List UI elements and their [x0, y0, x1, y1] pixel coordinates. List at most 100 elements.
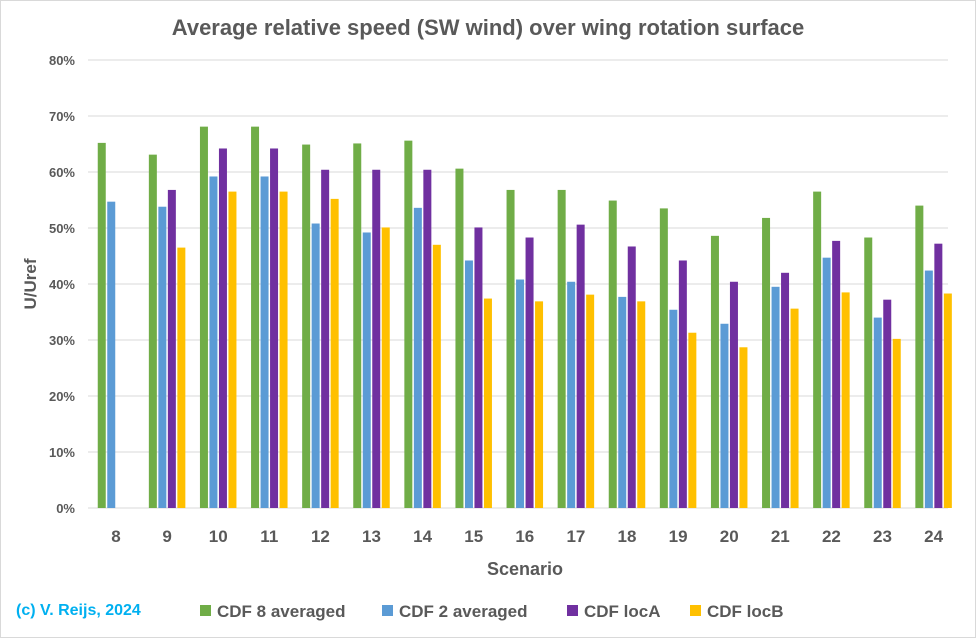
x-tick-label: 20	[720, 527, 739, 546]
bar-20-cdf-loca	[729, 281, 738, 508]
bar-24-cdf-2-averaged	[924, 270, 933, 508]
x-tick-label: 22	[822, 527, 841, 546]
bar-19-cdf-locb	[688, 332, 697, 508]
bar-14-cdf-locb	[432, 244, 441, 509]
x-tick-label: 18	[618, 527, 637, 546]
y-tick-label: 70%	[49, 109, 75, 124]
bar-10-cdf-loca	[218, 148, 227, 509]
x-tick-label: 9	[162, 527, 171, 546]
x-tick-label: 12	[311, 527, 330, 546]
bar-12-cdf-loca	[321, 169, 330, 508]
bar-16-cdf-locb	[535, 301, 544, 508]
bar-9-cdf-2-averaged	[158, 206, 167, 508]
bar-16-cdf-loca	[525, 237, 534, 508]
copyright-credit: (c) V. Reijs, 2024	[16, 602, 141, 619]
bar-22-cdf-2-averaged	[822, 257, 831, 508]
bar-22-cdf-locb	[841, 292, 850, 508]
x-tick-label: 24	[924, 527, 943, 546]
legend-swatch	[690, 605, 701, 616]
x-tick-label: 17	[566, 527, 585, 546]
bar-17-cdf-8-averaged	[557, 189, 566, 509]
bar-17-cdf-locb	[586, 294, 595, 508]
bar-20-cdf-8-averaged	[710, 235, 719, 508]
bar-14-cdf-loca	[423, 169, 432, 508]
legend-swatch	[382, 605, 393, 616]
bar-23-cdf-loca	[883, 299, 892, 508]
bar-14-cdf-8-averaged	[404, 140, 413, 508]
y-tick-label: 80%	[49, 53, 75, 68]
x-tick-label: 15	[464, 527, 483, 546]
bar-18-cdf-8-averaged	[608, 200, 617, 508]
bar-22-cdf-loca	[832, 240, 841, 508]
bars	[97, 126, 952, 509]
bar-23-cdf-8-averaged	[864, 237, 873, 508]
x-tick-label: 16	[515, 527, 534, 546]
bar-20-cdf-locb	[739, 347, 748, 508]
y-tick-label: 20%	[49, 389, 75, 404]
y-tick-label: 60%	[49, 165, 75, 180]
bar-15-cdf-8-averaged	[455, 168, 464, 508]
y-axis-label: U/Uref	[21, 258, 40, 309]
bar-8-cdf-8-averaged	[97, 142, 106, 508]
bar-13-cdf-locb	[381, 227, 390, 508]
bar-15-cdf-locb	[483, 298, 492, 508]
bar-18-cdf-2-averaged	[618, 296, 627, 508]
bar-21-cdf-loca	[781, 272, 790, 508]
bar-14-cdf-2-averaged	[413, 207, 422, 508]
bar-16-cdf-2-averaged	[516, 279, 525, 508]
bar-13-cdf-loca	[372, 169, 381, 508]
bar-18-cdf-locb	[637, 301, 646, 508]
legend-label: CDF locA	[584, 602, 661, 621]
bar-11-cdf-8-averaged	[251, 126, 260, 508]
bar-9-cdf-8-averaged	[148, 154, 157, 508]
chart-title: Average relative speed (SW wind) over wi…	[172, 15, 804, 40]
bar-11-cdf-2-averaged	[260, 176, 269, 509]
x-tick-label: 13	[362, 527, 381, 546]
bar-17-cdf-loca	[576, 224, 585, 508]
bar-23-cdf-2-averaged	[873, 317, 882, 508]
x-tick-label: 21	[771, 527, 790, 546]
bar-11-cdf-loca	[270, 148, 279, 509]
bar-18-cdf-loca	[627, 246, 636, 509]
x-tick-label: 11	[260, 527, 278, 546]
bar-24-cdf-loca	[934, 243, 943, 508]
bar-8-cdf-2-averaged	[107, 201, 116, 508]
bar-19-cdf-2-averaged	[669, 309, 678, 508]
bar-10-cdf-8-averaged	[199, 126, 208, 508]
bar-10-cdf-2-averaged	[209, 176, 218, 509]
bar-12-cdf-2-averaged	[311, 223, 320, 508]
y-tick-label: 30%	[49, 333, 75, 348]
x-tick-label: 8	[111, 527, 120, 546]
legend-label: CDF locB	[707, 602, 784, 621]
x-tick-label: 14	[413, 527, 432, 546]
bar-20-cdf-2-averaged	[720, 323, 729, 508]
x-tick-label: 19	[669, 527, 688, 546]
bar-15-cdf-loca	[474, 227, 483, 508]
legend: CDF 8 averaged CDF 2 averaged CDF locA CDF …	[200, 602, 784, 621]
x-ticks: 8 9 10 11 12 13 14 15 16 17 18 19 20 21 22 23 24	[111, 527, 943, 546]
legend-swatch	[567, 605, 578, 616]
x-axis-label: Scenario	[487, 559, 563, 579]
bar-16-cdf-8-averaged	[506, 189, 515, 509]
bar-17-cdf-2-averaged	[567, 281, 576, 508]
bar-24-cdf-8-averaged	[915, 205, 924, 508]
bar-12-cdf-8-averaged	[302, 144, 311, 508]
bar-12-cdf-locb	[330, 198, 339, 508]
legend-label: CDF 8 averaged	[217, 602, 346, 621]
bar-9-cdf-locb	[177, 247, 186, 508]
bar-9-cdf-loca	[167, 189, 176, 509]
legend-swatch	[200, 605, 211, 616]
bar-24-cdf-locb	[943, 293, 952, 508]
x-tick-label: 10	[209, 527, 228, 546]
bar-21-cdf-2-averaged	[771, 286, 780, 508]
bar-21-cdf-locb	[790, 308, 799, 508]
bar-13-cdf-2-averaged	[362, 232, 371, 509]
y-tick-label: 10%	[49, 445, 75, 460]
bar-11-cdf-locb	[279, 191, 288, 508]
bar-13-cdf-8-averaged	[353, 143, 362, 508]
x-tick-label: 23	[873, 527, 892, 546]
bar-23-cdf-locb	[892, 338, 901, 508]
y-tick-label: 0%	[56, 501, 75, 516]
y-tick-label: 40%	[49, 277, 75, 292]
